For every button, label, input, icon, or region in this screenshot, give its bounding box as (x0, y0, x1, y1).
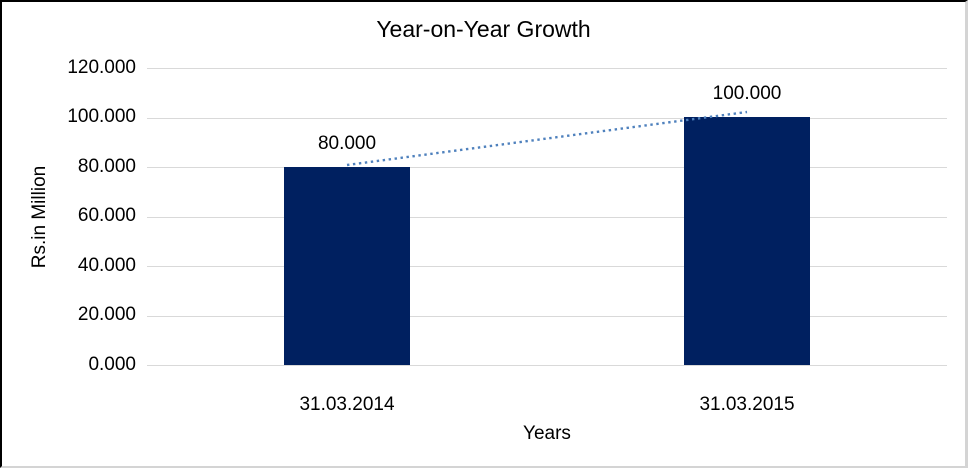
x-category-label: 31.03.2015 (699, 394, 795, 415)
chart-title: Year-on-Year Growth (376, 16, 591, 42)
x-category-label: 31.03.2014 (299, 394, 395, 415)
gridline (147, 315, 947, 317)
y-tick-label: 100.000 (67, 106, 136, 127)
data-label: 80.000 (317, 133, 377, 154)
y-tick-label: 80.000 (77, 156, 136, 177)
x-axis-title: Years (523, 423, 571, 444)
data-label: 100.000 (712, 83, 782, 104)
y-tick-label: 0.000 (88, 354, 136, 375)
y-tick-label: 120.000 (67, 57, 136, 78)
gridline (147, 117, 947, 119)
y-tick-label: 20.000 (77, 304, 136, 325)
y-tick-label: 60.000 (77, 205, 136, 226)
gridline (147, 266, 947, 267)
bar-31-03-2014 (284, 167, 410, 365)
plot-area: 80.000 100.000 (147, 68, 947, 366)
gridline (147, 167, 947, 168)
gridline (147, 216, 947, 218)
x-axis-line (147, 365, 947, 366)
gridline (147, 68, 947, 69)
bar-31-03-2015 (684, 117, 810, 365)
y-tick-label: 40.000 (77, 255, 136, 276)
